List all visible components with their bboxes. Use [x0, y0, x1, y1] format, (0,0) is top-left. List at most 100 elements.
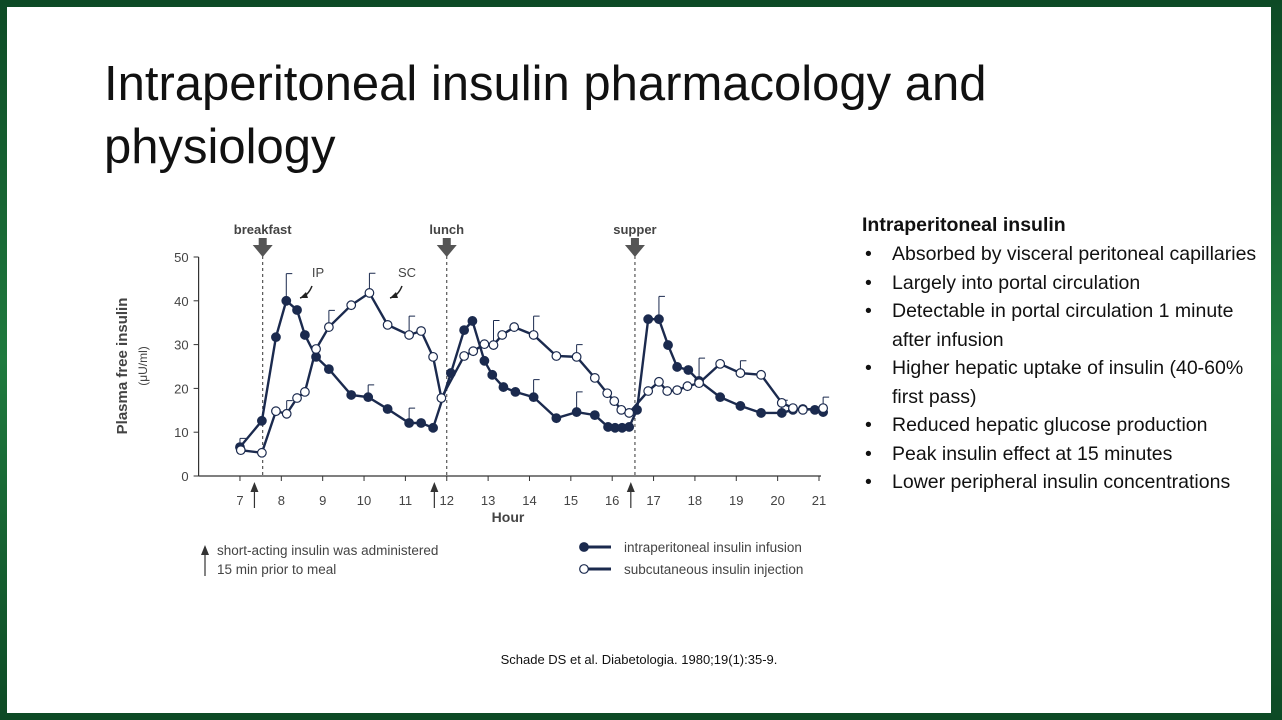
- data-point: [436, 393, 447, 403]
- data-point: [788, 403, 798, 414]
- data-point: [404, 330, 415, 340]
- data-point: [292, 393, 302, 403]
- data-point: [498, 382, 509, 392]
- title-line: physiology: [104, 120, 336, 174]
- data-point: [488, 340, 499, 350]
- injection-arrow-head: [430, 482, 439, 492]
- legend-marker: [579, 564, 589, 574]
- slide: Intraperitoneal insulin pharmacology and…: [7, 7, 1271, 713]
- y-tick-label: 20: [174, 381, 188, 396]
- data-point: [292, 305, 302, 315]
- data-point: [467, 316, 478, 326]
- data-point: [756, 369, 766, 380]
- injection-arrow-head: [250, 482, 259, 492]
- bullet-panel: Intraperitoneal insulin Absorbed by visc…: [862, 212, 1262, 497]
- meal-label: supper: [613, 222, 656, 237]
- data-point: [672, 362, 683, 372]
- data-point: [382, 404, 393, 414]
- data-point: [735, 368, 746, 378]
- data-point: [756, 408, 766, 418]
- note-arrow-head: [201, 545, 209, 555]
- data-point: [510, 387, 521, 397]
- data-point: [589, 372, 600, 383]
- data-point: [654, 314, 664, 325]
- data-point: [776, 397, 787, 408]
- data-point: [776, 408, 787, 418]
- note-line: 15 min prior to meal: [217, 562, 336, 577]
- meal-arrow: [624, 238, 645, 257]
- legend-label: intraperitoneal insulin infusion: [624, 540, 802, 555]
- bullet: Detectable in portal circulation 1 minut…: [862, 297, 1262, 354]
- data-point: [281, 295, 292, 306]
- data-point: [683, 365, 694, 375]
- data-point: [682, 381, 693, 392]
- series-tag: IP: [312, 265, 324, 280]
- data-point: [479, 339, 490, 350]
- data-point: [459, 325, 470, 336]
- data-point: [528, 392, 539, 403]
- data-point: [654, 376, 664, 387]
- data-point: [428, 422, 439, 433]
- data-point: [311, 344, 321, 354]
- x-axis-label: Hour: [492, 509, 525, 525]
- x-tick-label: 8: [278, 493, 285, 508]
- x-tick-label: 9: [319, 493, 326, 508]
- data-point: [663, 340, 673, 350]
- bullet: Lower peripheral insulin concentrations: [862, 468, 1262, 497]
- y-tick-label: 40: [174, 294, 188, 309]
- data-point: [256, 447, 267, 458]
- x-tick-label: 17: [646, 493, 660, 508]
- bullet: Reduced hepatic glucose production: [862, 411, 1262, 440]
- data-point: [528, 330, 539, 340]
- data-point: [497, 330, 508, 340]
- bullet: Peak insulin effect at 15 minutes: [862, 440, 1262, 469]
- data-point: [256, 415, 267, 426]
- data-point: [404, 418, 415, 428]
- y-axis-label: Plasma free insulin: [114, 298, 131, 435]
- data-point: [624, 422, 635, 432]
- data-point: [551, 413, 562, 424]
- data-point: [459, 351, 470, 361]
- data-point: [346, 300, 357, 311]
- data-point: [672, 385, 683, 396]
- data-point: [694, 378, 704, 389]
- data-point: [571, 351, 582, 362]
- data-point: [428, 351, 439, 362]
- data-point: [235, 445, 246, 456]
- legend-label: subcutaneous insulin injection: [624, 562, 803, 577]
- data-point: [299, 330, 310, 340]
- data-point: [662, 386, 673, 396]
- data-point: [551, 351, 562, 361]
- data-point: [323, 322, 334, 332]
- data-point: [416, 418, 427, 428]
- data-point: [643, 386, 654, 396]
- x-tick-label: 16: [605, 493, 619, 508]
- x-tick-label: 13: [481, 493, 495, 508]
- x-tick-label: 19: [729, 493, 743, 508]
- x-tick-label: 12: [440, 493, 454, 508]
- bullet-heading: Intraperitoneal insulin: [862, 214, 1066, 236]
- x-tick-label: 10: [357, 493, 371, 508]
- data-point: [735, 401, 746, 411]
- data-point: [271, 332, 281, 343]
- slide-title: Intraperitoneal insulin pharmacology and…: [104, 53, 1204, 179]
- y-axis-unit: (μU/ml): [136, 346, 150, 386]
- y-tick-label: 30: [174, 338, 188, 353]
- data-point: [818, 403, 829, 414]
- injection-arrow-head: [626, 482, 635, 492]
- data-point: [364, 288, 375, 298]
- data-point: [602, 388, 613, 399]
- ip-pointer-head: [300, 292, 308, 298]
- data-point: [624, 408, 635, 418]
- data-point: [416, 326, 427, 336]
- data-point: [589, 410, 600, 421]
- data-point: [509, 322, 520, 332]
- legend-marker: [579, 542, 589, 552]
- x-tick-label: 15: [564, 493, 578, 508]
- data-point: [363, 392, 374, 403]
- note-line: short-acting insulin was administered: [217, 543, 438, 558]
- data-point: [715, 392, 726, 403]
- series-tag: SC: [398, 265, 416, 280]
